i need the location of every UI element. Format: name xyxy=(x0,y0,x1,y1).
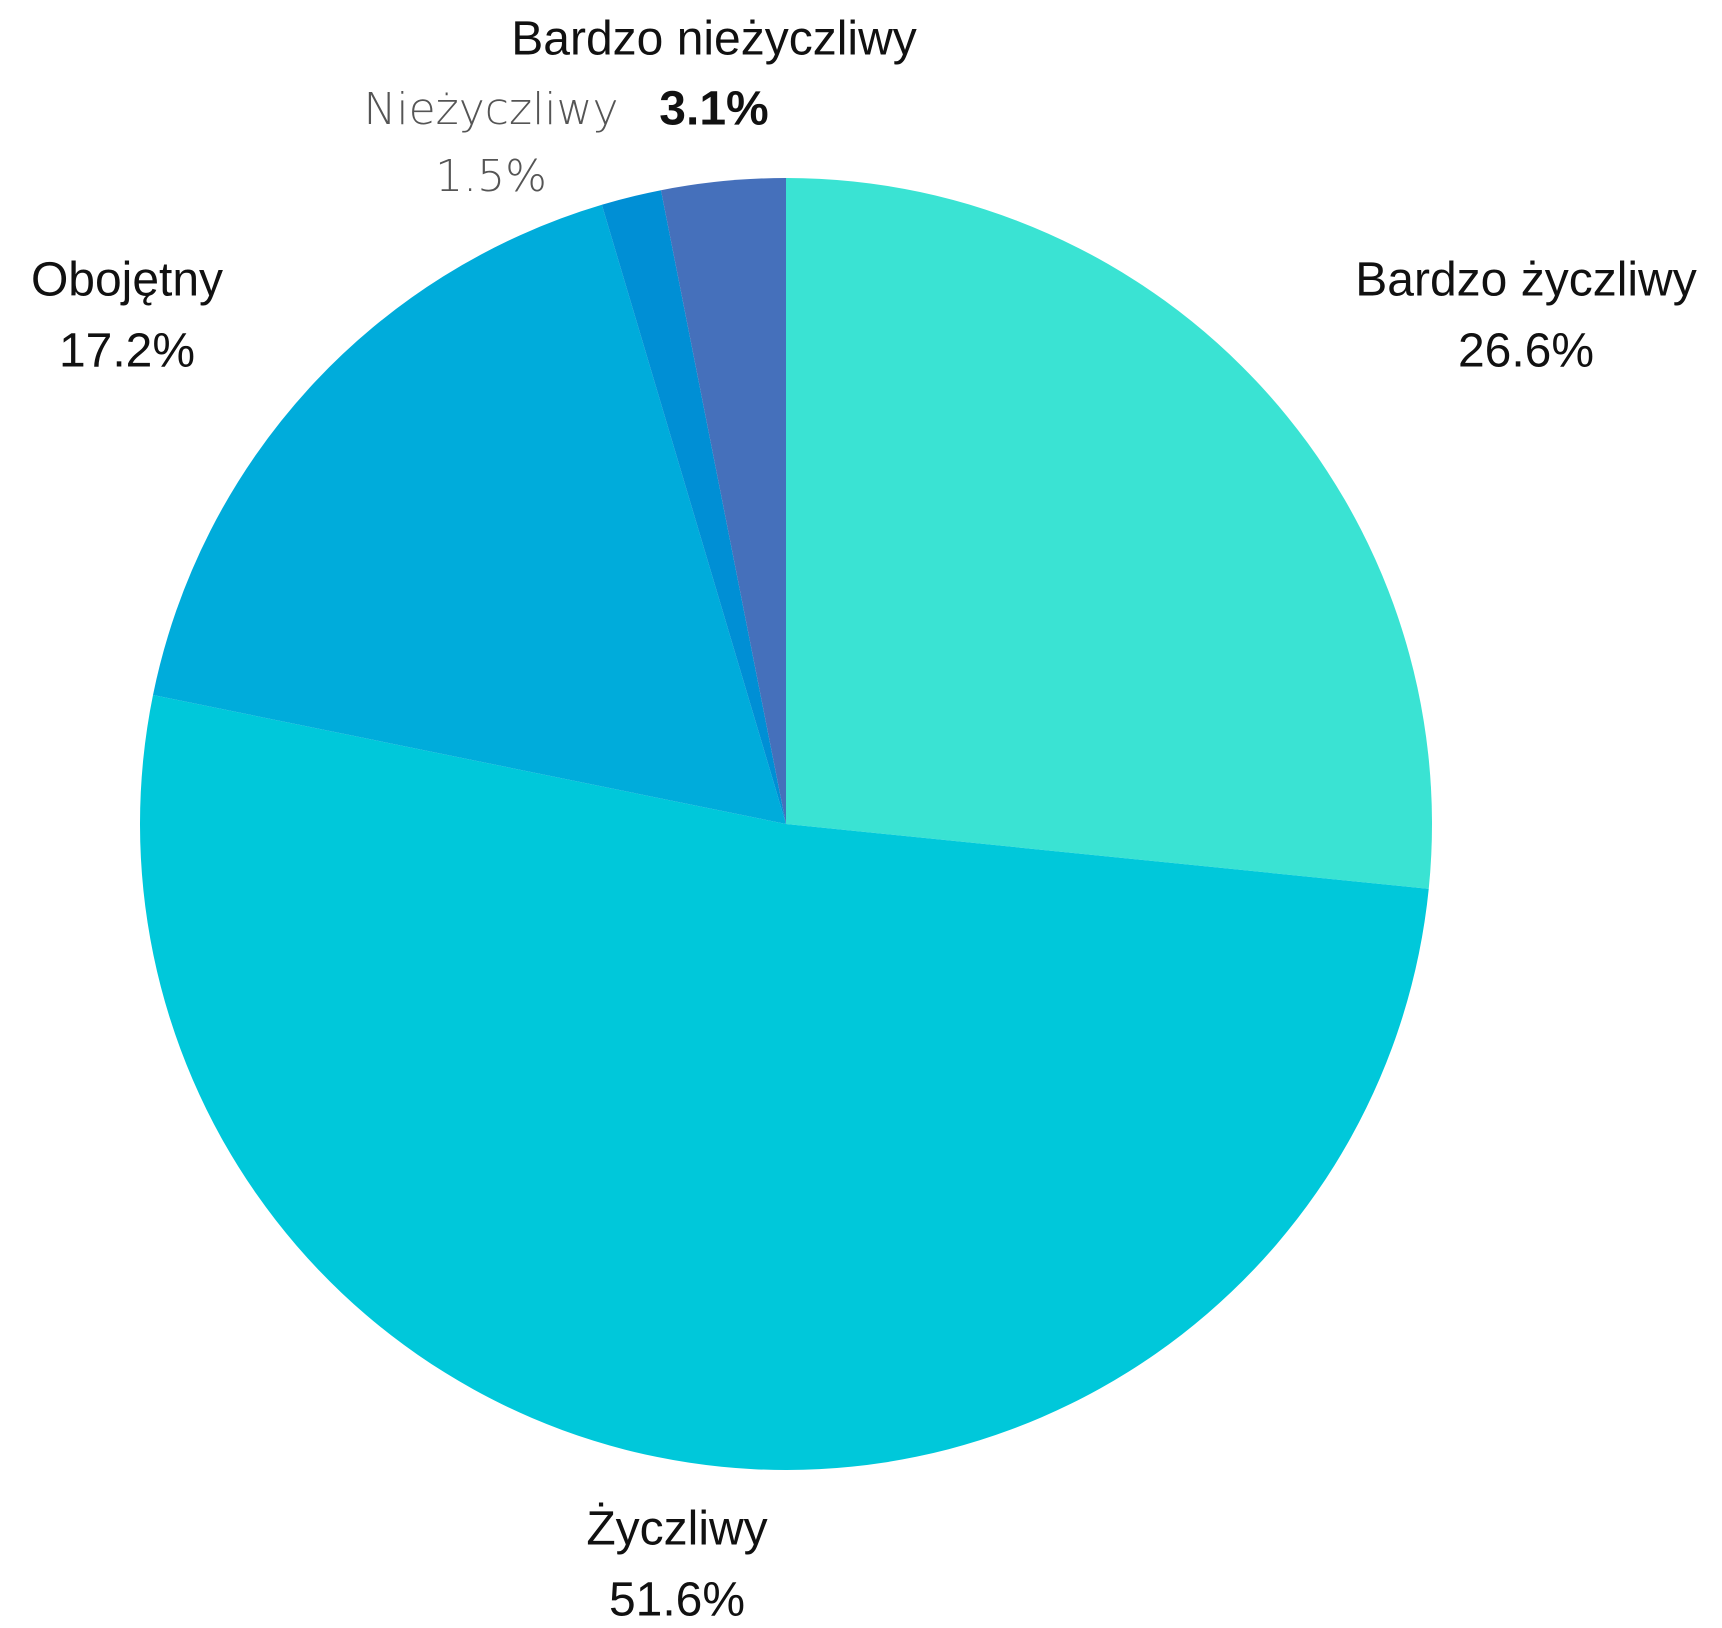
slice-value: 17.2% xyxy=(59,325,195,378)
slice-label: Obojętny xyxy=(31,254,223,307)
slice-label: Nieżyczliwy xyxy=(363,84,618,135)
pie-slice xyxy=(660,178,786,824)
slice-label: Bardzo nieżyczliwy xyxy=(511,13,916,66)
slice-value: 3.1% xyxy=(659,83,768,136)
slice-value: 51.6% xyxy=(609,1574,745,1627)
slice-label: Bardzo życzliwy xyxy=(1355,254,1696,307)
slice-label: Życzliwy xyxy=(586,1503,767,1556)
slice-value: 26.6% xyxy=(1458,325,1594,378)
pie-slice xyxy=(601,190,786,825)
slice-value: 1.5% xyxy=(435,151,547,202)
pie-slice xyxy=(786,178,1432,889)
pie-slice xyxy=(153,204,786,824)
pie-slice xyxy=(139,694,1429,1471)
